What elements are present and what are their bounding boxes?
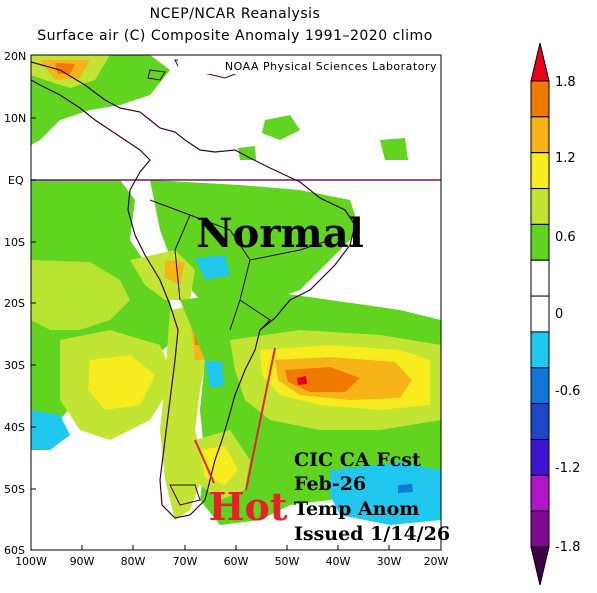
colorbar-segment xyxy=(530,403,550,440)
colorbar-segment xyxy=(530,116,550,154)
colorbar-segment xyxy=(530,223,550,261)
colorbar xyxy=(530,42,550,586)
forecast-line-3: Temp Anom xyxy=(294,498,419,520)
colorbar-label-neg-0-6: -0.6 xyxy=(555,384,580,399)
colorbar-segment xyxy=(530,474,550,512)
lat-label-10s: 10S xyxy=(4,236,25,249)
colorbar-segment xyxy=(530,510,550,548)
lon-label-20w: 20W xyxy=(424,555,449,568)
lat-label-60s: 60S xyxy=(4,544,25,557)
colorbar-label-0: 0 xyxy=(555,307,563,322)
colorbar-label-0-6: 0.6 xyxy=(555,230,576,245)
colorbar-label-1-2: 1.2 xyxy=(555,151,576,166)
forecast-line-4: Issued 1/14/26 xyxy=(294,523,450,545)
chart-title: NCEP/NCAR Reanalysis xyxy=(149,6,321,22)
lon-label-100w: 100W xyxy=(15,555,47,568)
colorbar-labels: 1.8 1.2 0.6 0 -0.6 -1.2 -1.8 xyxy=(555,75,580,555)
lat-label-30s: 30S xyxy=(4,359,25,372)
colorbar-segment xyxy=(530,259,550,297)
lon-label-30w: 30W xyxy=(377,555,402,568)
lat-label-50s: 50S xyxy=(4,483,25,496)
colorbar-label-1-8: 1.8 xyxy=(555,75,576,90)
forecast-line-1: CIC CA Fcst xyxy=(294,449,421,471)
colorbar-segment xyxy=(530,367,550,405)
lon-label-70w: 70W xyxy=(173,555,198,568)
colorbar-label-neg-1-2: -1.2 xyxy=(555,461,580,476)
lat-label-10n: 10N xyxy=(4,112,26,125)
lon-label-90w: 90W xyxy=(70,555,95,568)
forecast-line-2: Feb-26 xyxy=(294,473,366,495)
hot-region-line-east xyxy=(245,347,276,491)
colorbar-segment xyxy=(530,331,550,369)
hot-annotation: Hot xyxy=(209,484,288,529)
colorbar-segment xyxy=(530,152,550,190)
hot-region-line-west xyxy=(194,439,215,484)
normal-annotation: Normal xyxy=(196,210,364,257)
colorbar-top-arrow xyxy=(530,42,550,82)
colorbar-segment xyxy=(530,80,550,118)
longitude-axis: 100W 90W 80W 70W 60W 50W 40W 30W 20W xyxy=(15,545,449,568)
lon-label-60w: 60W xyxy=(224,555,249,568)
colorbar-segment xyxy=(530,438,550,476)
colorbar-segment xyxy=(530,295,550,333)
lon-label-40w: 40W xyxy=(326,555,351,568)
credit-text: NOAA Physical Sciences Laboratory xyxy=(225,60,437,73)
chart-subtitle: Surface air (C) Composite Anomaly 1991–2… xyxy=(37,28,433,44)
lat-label-20n: 20N xyxy=(4,50,26,63)
lon-label-50w: 50W xyxy=(275,555,300,568)
lat-label-eq: EQ xyxy=(8,174,24,187)
lat-label-40s: 40S xyxy=(4,421,25,434)
colorbar-label-neg-1-8: -1.8 xyxy=(555,540,580,555)
lon-label-80w: 80W xyxy=(121,555,146,568)
anomaly-shading xyxy=(31,55,441,550)
latitude-axis: 20N 10N EQ 10S 20S 30S 40S 50S 60S xyxy=(4,50,36,557)
colorbar-segment xyxy=(530,188,550,225)
credit-box xyxy=(178,57,440,74)
colorbar-bottom-arrow xyxy=(530,546,550,586)
lat-label-20s: 20S xyxy=(4,297,25,310)
